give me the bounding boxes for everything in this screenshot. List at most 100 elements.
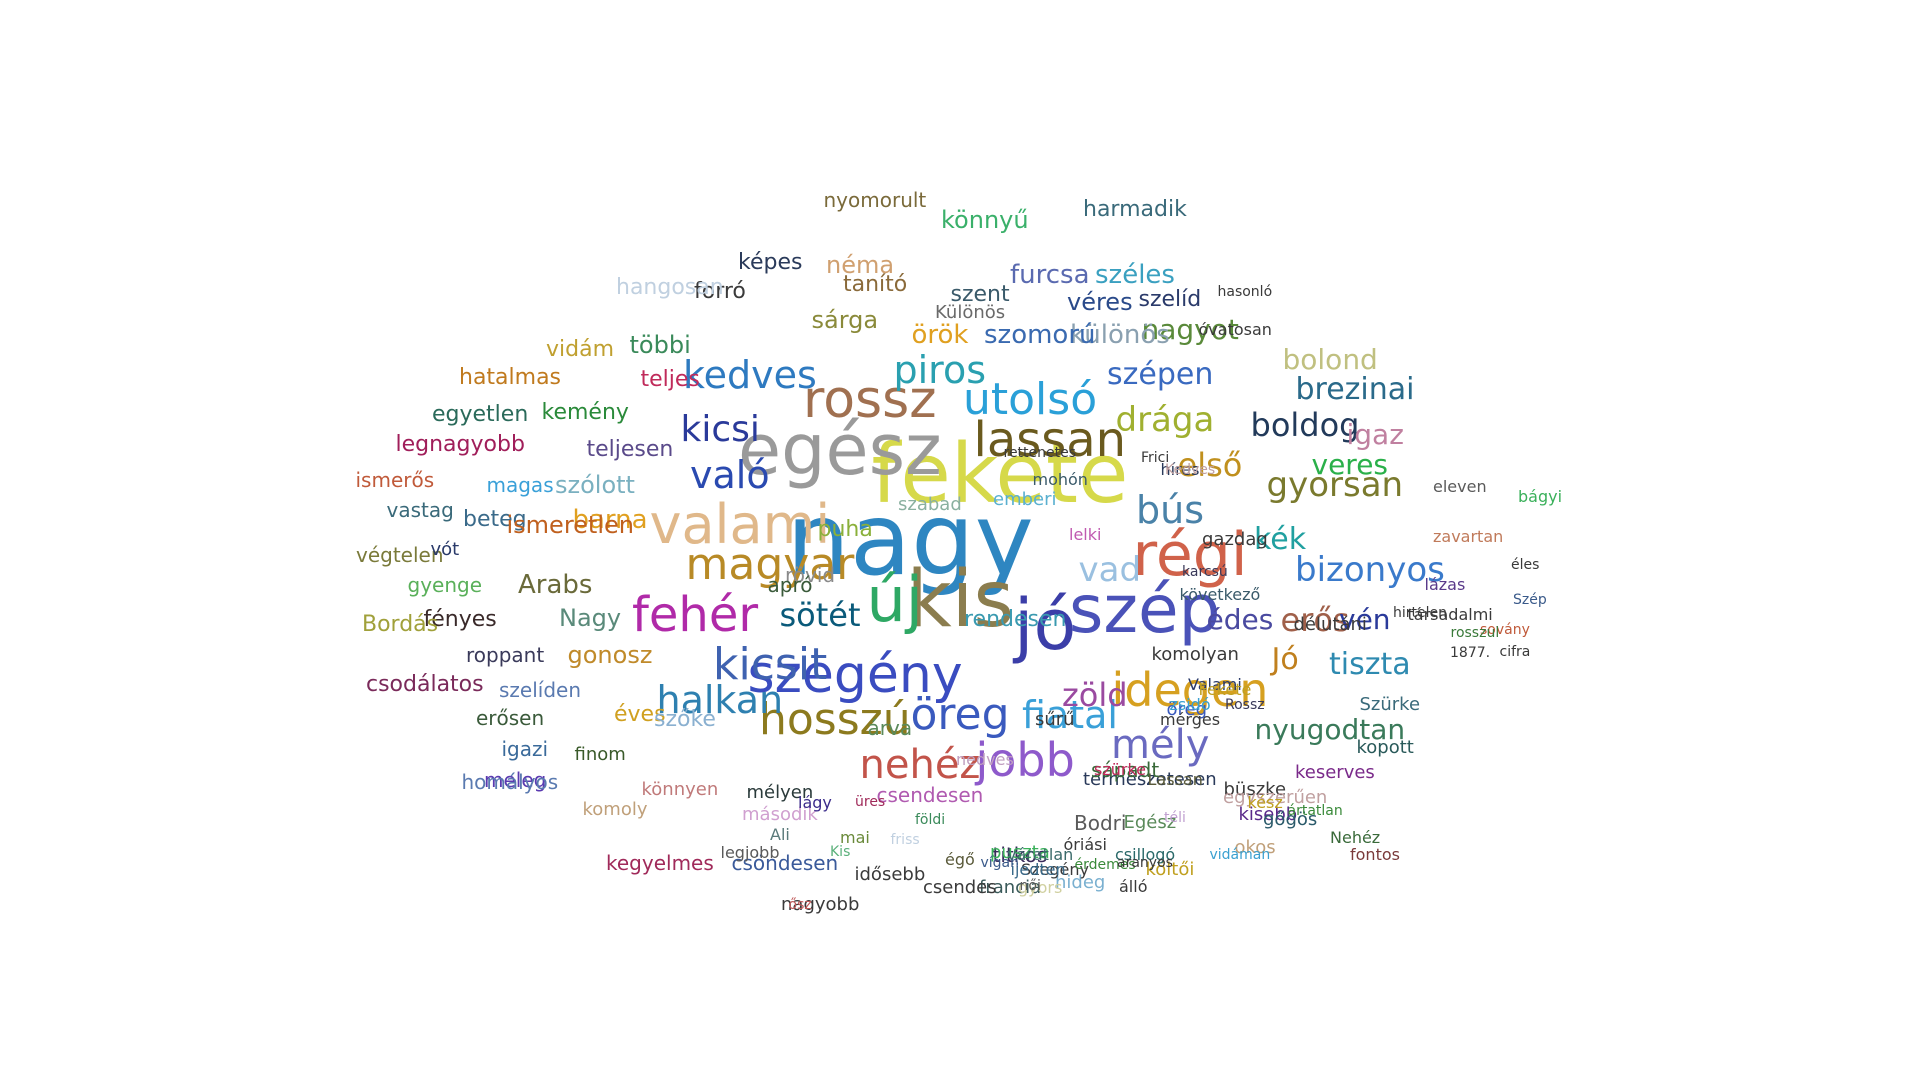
word-cloud-word: hatalmas: [459, 365, 562, 390]
word-cloud-word: beteg: [463, 507, 527, 532]
word-cloud-word: fekete: [871, 427, 1129, 522]
word-cloud-word: forró: [694, 279, 746, 304]
word-cloud-word: bús: [1136, 488, 1205, 532]
word-cloud-word: valami: [649, 493, 831, 556]
word-cloud-word: kicsit: [713, 639, 828, 690]
word-cloud-word: mai: [840, 828, 870, 847]
word-cloud-word: zöld: [1062, 676, 1128, 714]
word-cloud-word: furcsa: [1010, 260, 1090, 290]
word-cloud-word: sárga: [811, 306, 879, 334]
word-cloud-word: női: [1019, 878, 1041, 894]
word-cloud-word: mélyen: [746, 782, 814, 803]
word-cloud-word: nehéz: [859, 742, 981, 788]
word-cloud-word: nagyobb: [781, 894, 860, 915]
word-cloud-word: harmadik: [1083, 197, 1187, 222]
word-cloud-word: magyar: [685, 539, 855, 590]
word-cloud-word: sápadt: [1091, 758, 1160, 782]
word-cloud-word: sűrű: [1035, 709, 1075, 730]
word-cloud-word: barna: [572, 505, 648, 535]
word-cloud-word: képes: [738, 250, 803, 275]
word-cloud-word: homályos: [461, 770, 559, 794]
word-cloud-word: széles: [1095, 260, 1175, 290]
word-cloud-word: komoly: [582, 799, 648, 820]
word-cloud-word: szomorú: [984, 320, 1096, 350]
word-cloud-word: különös: [1070, 320, 1170, 350]
word-cloud-word: öreg: [1166, 699, 1208, 720]
word-cloud-word: eleven: [1433, 477, 1487, 496]
word-cloud-word: piros: [893, 348, 987, 392]
word-cloud-word: Nehéz: [1330, 828, 1381, 847]
word-cloud-word: jó: [1014, 584, 1077, 666]
word-cloud-word: édes: [1206, 603, 1274, 636]
word-cloud-word: Bordás: [362, 612, 439, 637]
word-cloud-word: fehér: [632, 587, 759, 643]
word-cloud-word: nagyot: [1141, 313, 1239, 346]
word-cloud-word: ismeretlen: [506, 511, 634, 539]
word-cloud-word: szürke: [1094, 760, 1146, 779]
word-cloud-word: cifra: [1499, 644, 1531, 660]
word-cloud-word: sötét: [779, 596, 861, 634]
word-cloud-word: keserves: [1295, 762, 1375, 783]
word-cloud-word: gonosz: [567, 641, 653, 669]
word-cloud-word: véres: [1067, 288, 1133, 316]
word-cloud-word: nyomorult: [823, 188, 927, 212]
word-cloud-word: végtelen: [356, 543, 444, 567]
word-cloud-word: kisebb: [1238, 804, 1298, 825]
word-cloud-word: lázas: [1424, 575, 1466, 594]
word-cloud-word: bizonyos: [1295, 550, 1445, 590]
word-cloud-word: legnagyobb: [395, 432, 525, 457]
word-cloud-word: idősebb: [854, 864, 926, 885]
word-cloud-word: öreg: [910, 689, 1010, 740]
word-cloud-word: brezinai: [1295, 372, 1415, 407]
word-cloud-word: óriási: [1063, 835, 1107, 854]
word-cloud-word: Bodri: [1074, 811, 1127, 835]
word-cloud-word: szegény: [747, 645, 963, 705]
word-cloud-word: Kedves: [1165, 462, 1216, 478]
word-cloud-word: vígan: [980, 855, 1020, 871]
word-cloud-word: könnyen: [641, 779, 719, 800]
word-cloud-word: igazi: [501, 737, 549, 761]
word-cloud-word: társadalmi: [1407, 605, 1493, 624]
word-cloud-word: emberi: [993, 489, 1057, 510]
word-cloud-word: Arabs: [518, 570, 593, 600]
word-cloud-word: egyszerűen: [1223, 787, 1328, 808]
word-cloud-word: szent: [950, 282, 1010, 307]
word-cloud-word: ártatlan: [1287, 803, 1343, 819]
word-cloud-word: mohón: [1032, 470, 1088, 489]
word-cloud-word: sovány: [1480, 622, 1530, 638]
word-cloud-word: kék: [1254, 522, 1307, 557]
word-cloud-word: 1877.: [1450, 645, 1491, 661]
word-cloud-word: tanító: [843, 272, 908, 297]
word-cloud-word: szelíden: [499, 678, 582, 702]
word-cloud-word: kedves: [683, 353, 817, 397]
word-cloud-word: kész: [1247, 793, 1283, 812]
word-cloud-word: csendes: [923, 877, 997, 898]
word-cloud-word: hosszú: [759, 694, 911, 745]
word-cloud-word: vidáman: [1209, 847, 1271, 863]
word-cloud-word: szépen: [1107, 357, 1214, 392]
word-cloud-word: rossz: [803, 370, 937, 430]
word-cloud-word: hasonló: [1217, 284, 1273, 300]
word-cloud-word: hideg: [1055, 872, 1106, 893]
word-cloud-word: Ali: [770, 825, 790, 844]
word-cloud-word: zsidó: [1169, 695, 1211, 714]
word-cloud-word: gyors: [1018, 878, 1063, 897]
word-cloud-word: csillogó: [1115, 845, 1176, 864]
word-cloud-word: lassan: [973, 412, 1127, 468]
word-cloud-word: égő: [945, 850, 975, 869]
word-cloud-word: szólott: [555, 471, 635, 499]
word-cloud-word: meleg: [484, 768, 547, 792]
word-cloud-word: szelíd: [1138, 287, 1202, 312]
word-cloud-word: költői: [1145, 859, 1195, 880]
word-cloud-word: friss: [890, 832, 920, 848]
word-cloud-word: erős: [1280, 601, 1350, 639]
word-cloud-word: csöndesen: [731, 851, 839, 875]
word-cloud-word: fiatal: [1022, 693, 1118, 737]
word-cloud-word: nedves: [956, 750, 1014, 769]
word-cloud-word: vad: [1078, 550, 1142, 590]
word-cloud-word: csodálatos: [366, 672, 484, 697]
word-cloud-word: okos: [1234, 837, 1276, 858]
word-cloud-word: lágy: [798, 793, 832, 812]
word-cloud-word: hangosan: [616, 275, 724, 300]
